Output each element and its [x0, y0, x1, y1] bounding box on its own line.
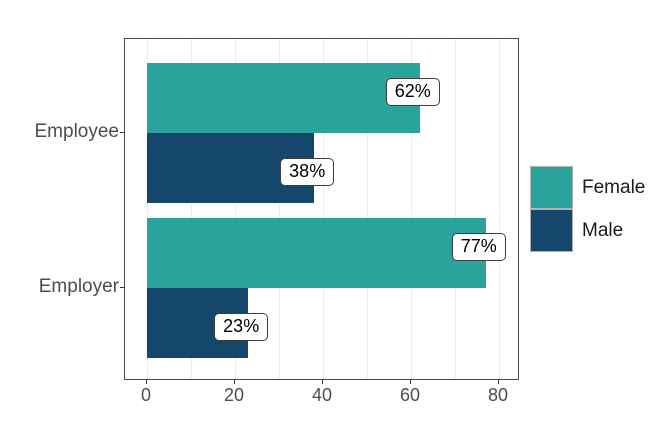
x-tick-0 — [146, 380, 147, 384]
x-tick-60 — [410, 380, 411, 384]
bar-employee-female — [147, 63, 420, 133]
gridline-x-20 — [235, 39, 236, 379]
gridline-x-70 — [455, 39, 456, 379]
legend: Female Male — [530, 166, 645, 252]
value-label-employee-female: 62% — [385, 78, 440, 106]
y-axis-label-employer: Employer — [38, 276, 119, 297]
y-tick-employer — [120, 287, 124, 288]
gridline-x-10 — [191, 39, 192, 379]
plot-panel — [124, 38, 519, 380]
legend-item-male: Male — [530, 209, 645, 252]
y-axis-label-employee: Employee — [34, 121, 120, 142]
legend-key-female — [530, 166, 573, 209]
x-axis-label-0: 0 — [140, 385, 152, 405]
bar-employer-female — [147, 218, 486, 288]
legend-key-male — [530, 209, 573, 252]
gridline-x-0 — [147, 39, 148, 379]
y-tick-employee — [120, 132, 124, 133]
x-axis-label-20: 20 — [223, 385, 245, 405]
x-axis-label-40: 40 — [311, 385, 333, 405]
gridline-x-50 — [367, 39, 368, 379]
value-label-employee-male: 38% — [280, 158, 335, 186]
legend-label-male: Male — [582, 219, 624, 241]
x-tick-20 — [234, 380, 235, 384]
gridline-x-40 — [323, 39, 324, 379]
gridline-x-30 — [279, 39, 280, 379]
value-label-employer-female: 77% — [451, 233, 506, 261]
value-label-employer-male: 23% — [214, 313, 269, 341]
x-tick-40 — [322, 380, 323, 384]
x-axis-label-80: 80 — [487, 385, 509, 405]
x-axis-label-60: 60 — [399, 385, 421, 405]
legend-label-female: Female — [582, 176, 646, 198]
x-tick-80 — [498, 380, 499, 384]
gridline-x-80 — [499, 39, 500, 379]
legend-item-female: Female — [530, 166, 645, 209]
gridline-x-60 — [411, 39, 412, 379]
